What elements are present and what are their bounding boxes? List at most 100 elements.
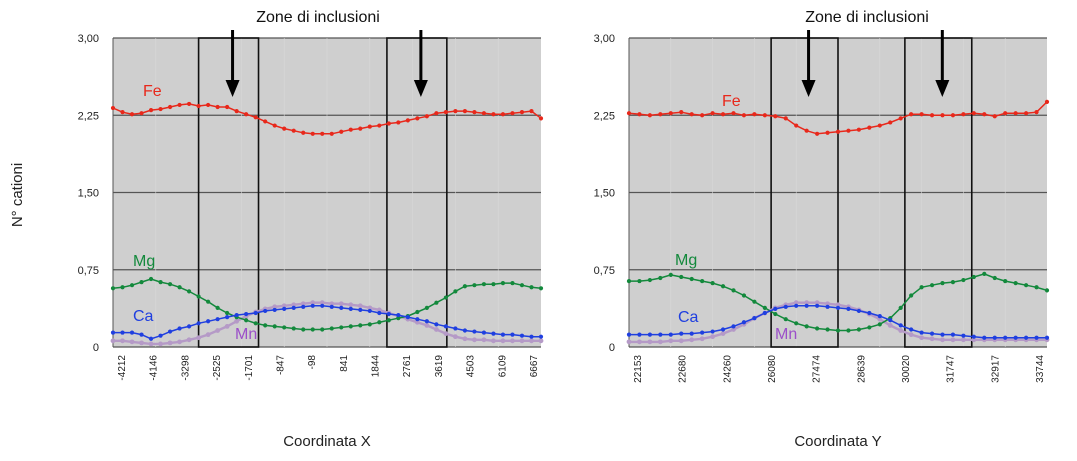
y-tick-label: 1,50 (78, 188, 99, 200)
data-point-Mn (110, 338, 116, 344)
data-point-Ca (139, 332, 144, 337)
data-point-Fe (139, 111, 144, 116)
data-point-Fe (367, 124, 372, 129)
data-point-Fe (234, 109, 239, 114)
data-point-Fe (424, 114, 429, 119)
data-point-Mn (224, 324, 230, 329)
data-point-Mn (158, 341, 163, 347)
data-point-Mn (699, 336, 705, 342)
arrow-head-icon (225, 80, 240, 97)
data-point-Ca (291, 305, 296, 310)
data-point-Mg (856, 327, 862, 332)
data-point-Mn (529, 338, 534, 344)
x-tick-label: 30020 (901, 355, 912, 383)
data-point-Mg (120, 285, 125, 290)
data-point-Fe (519, 110, 525, 115)
data-point-Fe (358, 126, 363, 131)
data-point-Mn (443, 331, 449, 337)
data-point-Fe (329, 131, 334, 136)
data-point-Ca (679, 331, 684, 336)
data-point-Fe (762, 113, 767, 118)
data-point-Fe (244, 112, 249, 117)
data-point-Mg (225, 310, 230, 316)
data-point-Ca (647, 332, 653, 337)
data-point-Mn (731, 327, 736, 332)
data-point-Ca (206, 319, 211, 324)
data-point-Mn (338, 301, 344, 307)
data-point-Fe (825, 130, 830, 135)
data-point-Ca (982, 335, 987, 340)
data-point-Ca (992, 335, 997, 340)
data-point-Ca (519, 333, 525, 338)
data-point-Ca (301, 304, 306, 309)
data-point-Ca (846, 306, 851, 311)
data-point-Mg (215, 305, 220, 310)
data-point-Mg (658, 275, 663, 281)
data-point-Fe (415, 116, 420, 121)
data-point-Fe (1003, 111, 1008, 116)
data-point-Mg (339, 325, 344, 330)
data-point-Ca (491, 331, 496, 336)
zone-label: Zone di inclusioni (805, 9, 929, 26)
data-point-Ca (244, 311, 249, 317)
x-tick-label: -98 (307, 355, 318, 370)
data-point-Fe (626, 111, 632, 116)
data-point-Fe (835, 129, 841, 134)
data-point-Ca (472, 329, 477, 334)
data-point-Ca (1024, 335, 1029, 340)
data-point-Mg (971, 274, 976, 280)
data-point-Mn (940, 337, 945, 343)
data-point-Mn (689, 337, 695, 343)
data-point-Fe (529, 109, 534, 114)
data-point-Mn (919, 335, 924, 341)
data-point-Mn (319, 300, 325, 306)
data-point-Mg (689, 276, 694, 282)
data-point-Mn (481, 337, 487, 343)
series-label-Ca: Ca (678, 309, 699, 326)
data-point-Ca (272, 307, 277, 313)
data-point-Fe (741, 113, 747, 118)
x-tick-label: -4212 (117, 355, 128, 381)
data-point-Fe (491, 112, 496, 117)
data-point-Ca (148, 336, 154, 341)
data-point-Mg (358, 323, 363, 328)
data-point-Fe (773, 114, 778, 119)
data-point-Mg (679, 274, 684, 280)
data-point-Ca (434, 322, 439, 327)
data-point-Fe (668, 111, 673, 116)
data-point-Mn (491, 338, 496, 344)
series-label-Fe: Fe (722, 93, 741, 110)
data-point-Mg (783, 317, 788, 322)
data-point-Fe (110, 105, 116, 111)
x-tick-label: 3619 (434, 355, 445, 378)
data-point-Mn (877, 316, 883, 322)
data-point-Ca (1034, 335, 1039, 340)
data-point-Ca (929, 331, 935, 336)
data-point-Mg (129, 283, 135, 288)
arrow-head-icon (801, 80, 816, 97)
data-point-Fe (282, 126, 287, 131)
data-point-Fe (291, 128, 296, 133)
data-point-Mg (291, 326, 296, 331)
data-point-Mn (668, 338, 674, 344)
x-tick-label: 6109 (497, 355, 508, 378)
data-point-Fe (658, 112, 663, 117)
data-point-Mg (377, 320, 382, 325)
data-point-Fe (196, 103, 201, 109)
data-point-Mn (367, 305, 373, 311)
data-point-Mg (462, 284, 468, 289)
data-point-Mg (453, 289, 458, 294)
arrow-head-icon (413, 80, 428, 97)
data-point-Mg (940, 281, 945, 286)
inclusion-zone-box (770, 37, 839, 348)
data-point-Mg (481, 282, 487, 287)
data-point-Mn (626, 339, 632, 345)
data-point-Ca (867, 310, 872, 316)
data-point-Mg (158, 280, 163, 285)
data-point-Fe (815, 131, 820, 136)
inclusion-zone-box (904, 37, 973, 348)
data-point-Mg (637, 278, 642, 284)
data-point-Ca (856, 308, 862, 314)
data-point-Mg (1034, 285, 1039, 290)
